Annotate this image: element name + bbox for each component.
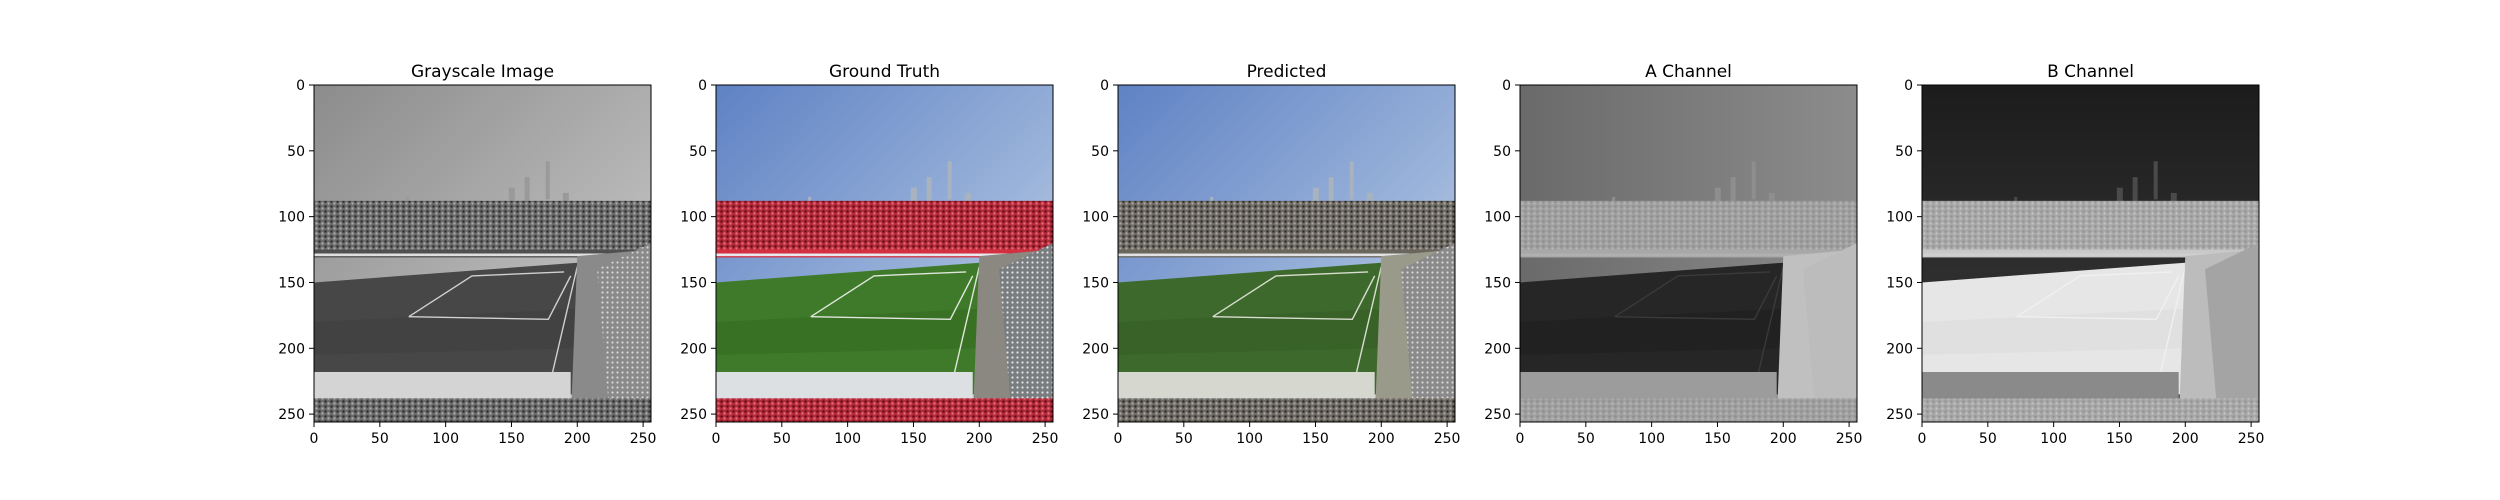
panel-title: Predicted: [1247, 62, 1327, 82]
x-tick-label: 250: [1434, 431, 1461, 447]
x-tick-label: 100: [834, 431, 861, 447]
x-tick-label: 100: [1236, 431, 1263, 447]
y-tick-label: 0: [296, 78, 305, 94]
x-tick-label: 50: [773, 431, 791, 447]
axes-frame: [1519, 84, 1858, 423]
y-tick-label: 0: [1502, 78, 1511, 94]
panel-color: Ground Truth 0 50 100 150 200 250 0 50 100 150 200 2…: [680, 62, 1058, 447]
stadium-image: [1118, 85, 1455, 422]
panel-title: A Channel: [1645, 62, 1732, 82]
x-tick-label: 0: [1114, 431, 1123, 447]
x-tick-label: 50: [1577, 431, 1595, 447]
y-tick-label: 200: [1886, 341, 1913, 357]
x-tick-label: 0: [1918, 431, 1927, 447]
x-tick-label: 0: [1516, 431, 1525, 447]
y-tick-label: 200: [1082, 341, 1109, 357]
stadium-image: [716, 85, 1053, 422]
y-tick-label: 250: [278, 407, 305, 423]
y-tick-label: 250: [1886, 407, 1913, 423]
y-tick-label: 150: [1484, 275, 1511, 291]
x-tick-label: 200: [1368, 431, 1395, 447]
x-tick-label: 150: [498, 431, 525, 447]
x-tick-label: 150: [2106, 431, 2133, 447]
y-tick-label: 0: [1904, 78, 1913, 94]
stadium-image: [1520, 85, 1857, 422]
x-tick-label: 50: [1175, 431, 1193, 447]
y-tick-label: 250: [1484, 407, 1511, 423]
y-tick-label: 150: [680, 275, 707, 291]
y-tick-label: 100: [1082, 210, 1109, 226]
y-tick-label: 100: [680, 210, 707, 226]
x-tick-label: 150: [1704, 431, 1731, 447]
panel-a-channel: A Channel 0 50 100 150 200 250 0 50 100 150 200 250: [1484, 62, 1862, 447]
y-tick-label: 50: [1091, 144, 1109, 160]
stadium-image: [314, 85, 651, 422]
x-tick-label: 250: [1032, 431, 1059, 447]
y-tick-label: 50: [1493, 144, 1511, 160]
x-tick-label: 150: [1302, 431, 1329, 447]
y-tick-label: 200: [278, 341, 305, 357]
panel-title: Grayscale Image: [411, 62, 554, 82]
x-tick-label: 0: [712, 431, 721, 447]
y-tick-label: 0: [1100, 78, 1109, 94]
x-tick-label: 150: [900, 431, 927, 447]
y-tick-label: 100: [278, 210, 305, 226]
axes-frame: [1117, 84, 1456, 423]
x-tick-label: 250: [630, 431, 657, 447]
y-tick-label: 0: [698, 78, 707, 94]
x-tick-label: 200: [966, 431, 993, 447]
axes-frame: [313, 84, 652, 423]
y-tick-label: 250: [1082, 407, 1109, 423]
x-tick-label: 200: [2172, 431, 2199, 447]
panel-title: Ground Truth: [829, 62, 940, 82]
x-tick-label: 200: [564, 431, 591, 447]
y-tick-label: 250: [680, 407, 707, 423]
x-tick-label: 50: [371, 431, 389, 447]
x-tick-label: 200: [1770, 431, 1797, 447]
x-tick-label: 50: [1979, 431, 1997, 447]
y-tick-label: 150: [278, 275, 305, 291]
y-tick-label: 150: [1082, 275, 1109, 291]
axes-frame: [1921, 84, 2260, 423]
y-tick-label: 200: [1484, 341, 1511, 357]
panel-gray: Grayscale Image 0 50 100 150 200 250 0 50 100 150 2…: [278, 62, 656, 447]
y-tick-label: 50: [689, 144, 707, 160]
y-tick-label: 150: [1886, 275, 1913, 291]
panel-predicted: Predicted 0 50 100 150 200 250 0 50 100 150 200 250: [1082, 62, 1460, 447]
panel-b-channel: B Channel 0 50 100 150 200 250 0 50 100 150 200 250: [1886, 62, 2264, 447]
y-tick-label: 100: [1886, 210, 1913, 226]
stadium-image: [1922, 85, 2259, 422]
x-tick-label: 250: [1836, 431, 1863, 447]
x-tick-label: 100: [2040, 431, 2067, 447]
x-tick-label: 100: [432, 431, 459, 447]
x-tick-label: 250: [2238, 431, 2265, 447]
y-tick-label: 50: [287, 144, 305, 160]
axes-frame: [715, 84, 1054, 423]
panel-title: B Channel: [2047, 62, 2134, 82]
x-tick-label: 100: [1638, 431, 1665, 447]
y-tick-label: 100: [1484, 210, 1511, 226]
x-tick-label: 0: [310, 431, 319, 447]
y-tick-label: 50: [1895, 144, 1913, 160]
y-tick-label: 200: [680, 341, 707, 357]
